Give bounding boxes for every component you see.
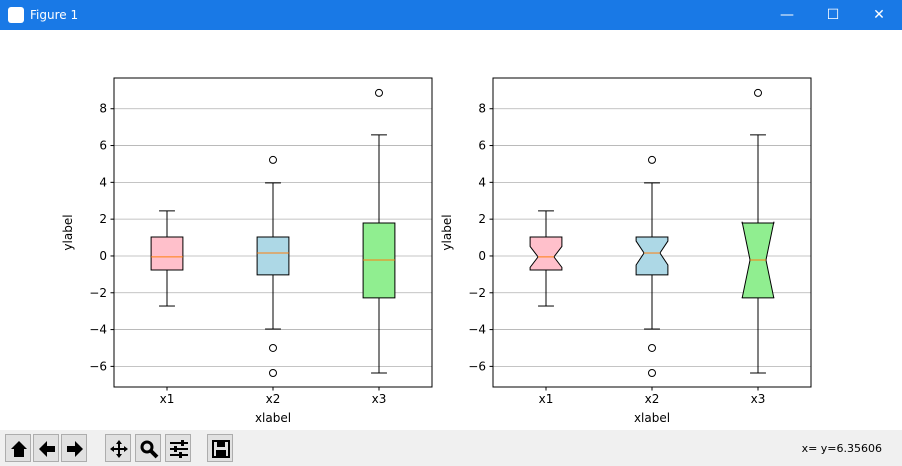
y-axis-label: ylabel	[440, 214, 454, 250]
maximize-button[interactable]: ☐	[826, 7, 840, 23]
x-axis-label: xlabel	[255, 411, 291, 425]
y-tick-label: 4	[99, 175, 107, 189]
x-axis-label: xlabel	[634, 411, 670, 425]
home-button[interactable]	[5, 434, 31, 462]
status-text: x= y=6.35606	[801, 442, 882, 455]
y-tick-label: −6	[89, 359, 107, 373]
axes-frame	[492, 77, 812, 388]
save-button[interactable]	[207, 434, 233, 462]
app-icon	[8, 7, 24, 23]
flier	[754, 88, 762, 97]
y-tick-label: −4	[89, 323, 107, 337]
y-tick-label: 0	[478, 249, 486, 263]
forward-button[interactable]	[61, 434, 87, 462]
y-tick-label: 8	[478, 102, 486, 116]
y-tick-label: 2	[478, 212, 486, 226]
flier	[648, 343, 656, 352]
flier	[648, 369, 656, 378]
minimize-button[interactable]: —	[780, 7, 794, 23]
y-tick-label: 0	[99, 249, 107, 263]
x-tick-label: x3	[751, 392, 766, 406]
y-tick-label: −6	[468, 359, 486, 373]
y-tick-label: 2	[99, 212, 107, 226]
configure-button[interactable]	[165, 434, 191, 462]
back-button[interactable]	[33, 434, 59, 462]
flier	[269, 343, 277, 352]
flier	[269, 155, 277, 164]
zoom-button[interactable]	[135, 434, 161, 462]
axes-frame	[113, 77, 433, 388]
x-tick-label: x3	[372, 392, 387, 406]
y-tick-label: −2	[468, 286, 486, 300]
x-tick-label: x1	[160, 392, 175, 406]
y-tick-label: −2	[89, 286, 107, 300]
box	[635, 236, 669, 276]
box	[256, 236, 290, 276]
pan-button[interactable]	[105, 434, 131, 462]
box	[529, 236, 563, 271]
y-tick-label: 6	[99, 139, 107, 153]
x-tick-label: x1	[539, 392, 554, 406]
x-tick-label: x2	[645, 392, 660, 406]
figure: −6 −4 −2 0 2 4 6 8 x1 x2 x3 xlabel ylabel −6 −4 −2 0 2 4 6 8…	[61, 77, 812, 425]
y-tick-label: 4	[478, 175, 486, 189]
y-axis-label: ylabel	[61, 214, 75, 250]
x-tick-label: x2	[266, 392, 281, 406]
box	[150, 236, 184, 271]
flier	[269, 369, 277, 378]
y-tick-label: 6	[478, 139, 486, 153]
title-bar: Figure 1 — ☐ ✕	[0, 0, 902, 30]
y-tick-label: −4	[468, 323, 486, 337]
close-button[interactable]: ✕	[873, 7, 885, 23]
toolbar: x= y=6.35606	[0, 430, 902, 466]
y-tick-label: 8	[99, 102, 107, 116]
window-title: Figure 1	[30, 8, 79, 22]
flier	[648, 155, 656, 164]
flier	[375, 88, 383, 97]
